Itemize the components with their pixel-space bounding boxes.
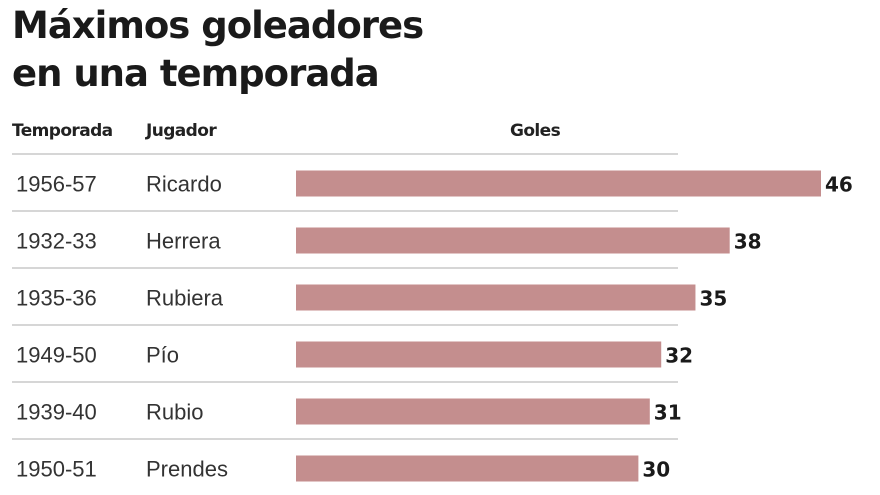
player-label: Ricardo <box>146 172 222 197</box>
goals-bar <box>296 227 730 254</box>
goals-value-label: 35 <box>699 287 727 311</box>
chart-title: Máximos goleadores en una temporada <box>12 2 424 98</box>
goals-bar <box>296 341 662 368</box>
goals-bar <box>296 170 821 197</box>
season-label: 1935-36 <box>16 286 97 311</box>
player-label: Rubio <box>146 400 203 425</box>
goals-bar <box>296 455 639 482</box>
season-label: 1932-33 <box>16 229 97 254</box>
player-label: Rubiera <box>146 286 224 311</box>
season-label: 1950-51 <box>16 457 97 482</box>
column-header-goals: Goles <box>510 121 561 141</box>
goals-value-label: 38 <box>734 230 762 254</box>
season-label: 1956-57 <box>16 172 97 197</box>
season-label: 1949-50 <box>16 343 97 368</box>
goals-value-label: 46 <box>825 173 853 197</box>
goals-bar <box>296 284 696 311</box>
player-label: Pío <box>146 343 179 368</box>
goals-bar <box>296 398 650 425</box>
player-label: Prendes <box>146 457 228 482</box>
goals-value-label: 30 <box>642 458 670 482</box>
player-label: Herrera <box>146 229 221 254</box>
goals-value-label: 32 <box>665 344 693 368</box>
goals-value-label: 31 <box>654 401 682 425</box>
column-header-season: Temporada <box>12 121 113 141</box>
season-label: 1939-40 <box>16 400 97 425</box>
chart-title-line-2: en una temporada <box>12 52 380 95</box>
column-header-player: Jugador <box>146 121 217 141</box>
chart-title-line-1: Máximos goleadores <box>12 4 424 47</box>
